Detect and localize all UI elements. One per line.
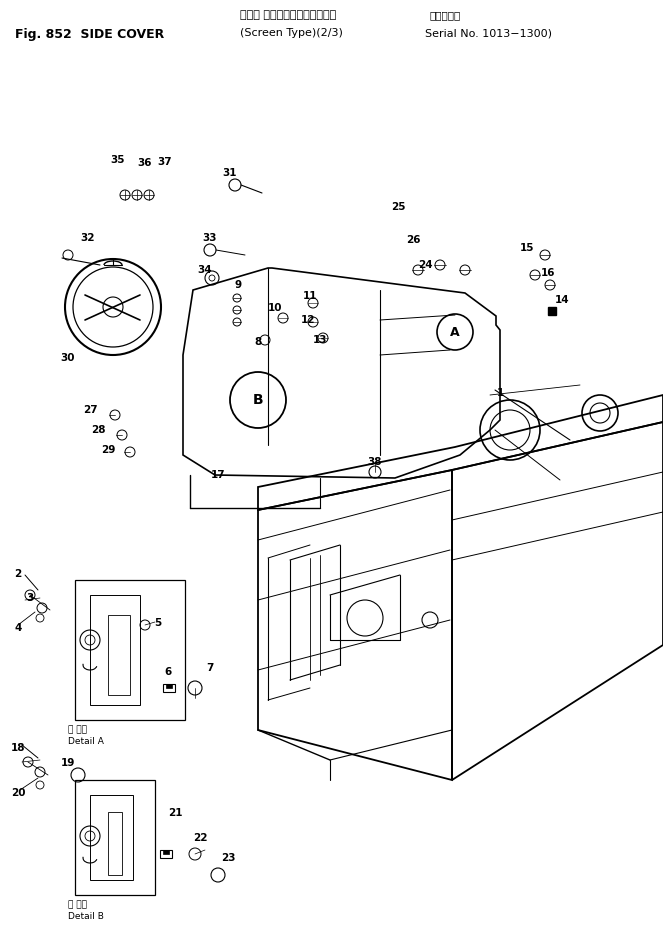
Text: 2: 2 bbox=[15, 569, 22, 579]
Bar bbox=[163, 684, 175, 692]
Text: Serial No. 1013−1300): Serial No. 1013−1300) bbox=[425, 28, 552, 38]
Text: Ａ 詳細: Ａ 詳細 bbox=[68, 725, 87, 734]
Text: 27: 27 bbox=[83, 405, 97, 415]
Text: Detail B: Detail B bbox=[68, 912, 104, 921]
Text: 22: 22 bbox=[193, 833, 208, 843]
Text: 11: 11 bbox=[303, 291, 318, 301]
Bar bbox=[163, 850, 169, 854]
Text: Ｂ 詳細: Ｂ 詳細 bbox=[68, 900, 87, 909]
Text: Fig. 852  SIDE COVER: Fig. 852 SIDE COVER bbox=[15, 28, 164, 41]
Text: 7: 7 bbox=[206, 663, 213, 673]
Text: (Screen Type)(2/3): (Screen Type)(2/3) bbox=[240, 28, 343, 38]
Text: 37: 37 bbox=[158, 157, 172, 167]
Text: 10: 10 bbox=[268, 303, 282, 313]
Text: 3: 3 bbox=[27, 593, 34, 603]
Bar bbox=[548, 307, 556, 315]
Text: （適用号機: （適用号機 bbox=[430, 10, 461, 20]
Text: 14: 14 bbox=[555, 295, 570, 305]
Text: 26: 26 bbox=[406, 235, 420, 245]
Text: 12: 12 bbox=[301, 315, 315, 325]
Text: サイド カバー（スクリーン型）: サイド カバー（スクリーン型） bbox=[240, 10, 336, 20]
Text: 38: 38 bbox=[368, 457, 383, 467]
Text: 16: 16 bbox=[541, 268, 555, 278]
Bar bbox=[160, 850, 172, 858]
Text: B: B bbox=[253, 393, 263, 407]
Text: 18: 18 bbox=[11, 743, 25, 753]
Text: 28: 28 bbox=[91, 425, 105, 435]
Text: 25: 25 bbox=[391, 202, 405, 212]
Text: 30: 30 bbox=[61, 353, 75, 363]
Text: 4: 4 bbox=[15, 623, 22, 633]
Text: 15: 15 bbox=[520, 243, 534, 253]
Text: Detail A: Detail A bbox=[68, 737, 104, 746]
Text: 34: 34 bbox=[198, 265, 212, 275]
Text: 1: 1 bbox=[497, 388, 504, 398]
Text: 36: 36 bbox=[138, 158, 152, 168]
Text: 31: 31 bbox=[223, 168, 237, 178]
Text: 19: 19 bbox=[61, 758, 75, 768]
Text: 24: 24 bbox=[418, 260, 432, 270]
Text: 21: 21 bbox=[168, 808, 182, 818]
Text: 17: 17 bbox=[211, 470, 225, 480]
Text: 5: 5 bbox=[154, 618, 162, 628]
Text: 8: 8 bbox=[255, 337, 262, 347]
Text: 20: 20 bbox=[11, 788, 25, 798]
Text: 9: 9 bbox=[235, 280, 241, 290]
Bar bbox=[166, 684, 172, 688]
Text: 35: 35 bbox=[111, 155, 125, 165]
Text: 32: 32 bbox=[81, 233, 95, 243]
Text: 29: 29 bbox=[101, 445, 115, 455]
Text: 23: 23 bbox=[221, 853, 235, 863]
Text: A: A bbox=[450, 326, 460, 338]
Text: 33: 33 bbox=[203, 233, 217, 243]
Text: 6: 6 bbox=[164, 667, 172, 677]
Text: 13: 13 bbox=[313, 335, 328, 345]
